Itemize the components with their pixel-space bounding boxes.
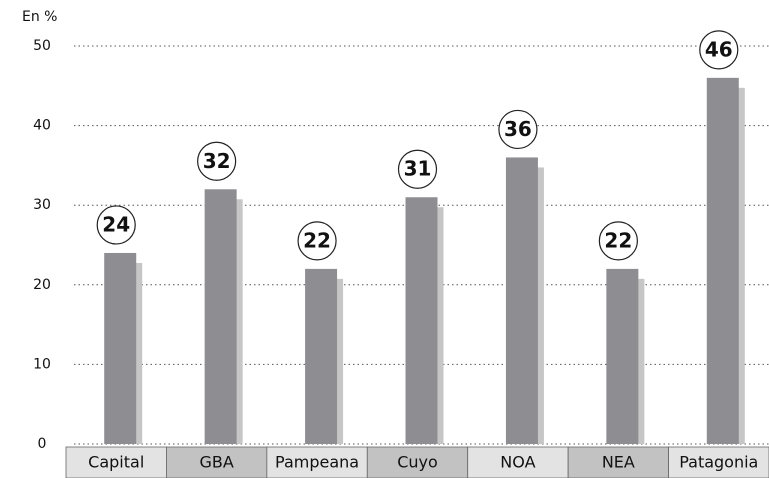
value-badge [297,221,337,261]
y-tick-label: 10 [33,356,51,372]
value-label: 22 [303,228,331,252]
category-cell [467,446,569,478]
x-tick-label: Cuyo [397,453,438,472]
value-badge [498,109,538,150]
x-tick-label: Patagonia [679,453,758,472]
value-label: 22 [604,228,632,252]
value-label: 24 [102,212,130,236]
value-badge [598,221,638,261]
bar [505,157,538,444]
x-tick-label: Capital [88,453,144,472]
bar [405,197,438,444]
y-tick-label: 20 [33,277,51,293]
category-cell [266,446,368,478]
bar [104,252,137,444]
value-label: 32 [203,149,231,173]
bar [706,77,739,444]
value-badge [397,149,438,189]
x-tick-label: GBA [199,453,233,472]
bar [305,268,338,444]
y-tick-label: 40 [33,118,51,134]
value-badge [96,205,136,245]
value-label: 31 [404,157,432,181]
x-tick-label: NOA [500,453,535,472]
value-label: 36 [504,117,532,141]
x-tick-label: Pampeana [275,453,359,472]
category-cell [166,446,268,478]
y-tick-label: 0 [38,436,47,452]
category-cell [567,446,669,478]
value-badge [197,141,237,181]
category-cell [668,446,769,478]
axis-label: En % [22,9,57,25]
value-label: 46 [705,37,733,61]
value-badge [699,30,739,70]
bar [204,189,237,444]
y-tick-label: 30 [33,197,51,213]
category-cell [366,446,469,478]
x-tick-label: NEA [602,453,635,472]
y-tick-label: 50 [33,38,51,54]
category-cell [65,446,167,478]
bar [606,268,639,444]
